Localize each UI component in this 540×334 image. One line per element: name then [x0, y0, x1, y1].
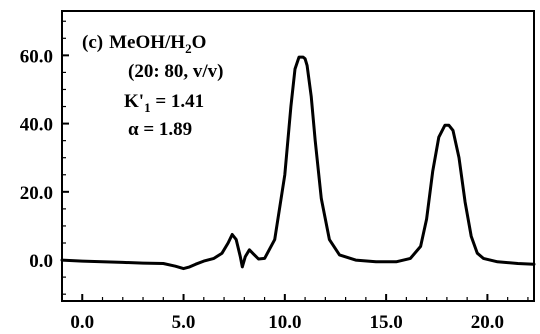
plot-frame [61, 10, 535, 302]
annotation-solvent-end: O [192, 32, 207, 53]
chromatogram-trace [60, 55, 536, 271]
x-tick-label: 5.0 [172, 312, 196, 333]
annotation-alpha: α = 1.89 [128, 119, 192, 140]
annotation-solvent-sub: 2 [185, 41, 192, 56]
annotation-k-prefix: K' [124, 91, 144, 112]
annotation-ratio: (20: 80, v/v) [128, 61, 224, 82]
annotation-k-sub: 1 [144, 100, 151, 115]
y-tick-label: 0.0 [29, 251, 53, 272]
annotation-solvent: (c) MeOH/H2O [82, 32, 206, 56]
annotation-block: (c) MeOH/H2O (20: 80, v/v) K'1 = 1.41 α =… [82, 32, 224, 140]
annotation-k-value: = 1.41 [151, 91, 205, 112]
y-tick-label: 40.0 [20, 115, 53, 136]
x-tick-label: 10.0 [268, 312, 301, 333]
y-tick-label: 60.0 [20, 46, 53, 67]
y-tick-label: 20.0 [20, 183, 53, 204]
annotation-solvent-text: MeOH/H [109, 32, 185, 53]
x-tick-label: 15.0 [369, 312, 402, 333]
x-tick-label: 0.0 [70, 312, 94, 333]
annotation-panel: (c) [82, 32, 103, 53]
annotation-k: K'1 = 1.41 [124, 91, 204, 115]
x-tick-label: 20.0 [471, 312, 504, 333]
